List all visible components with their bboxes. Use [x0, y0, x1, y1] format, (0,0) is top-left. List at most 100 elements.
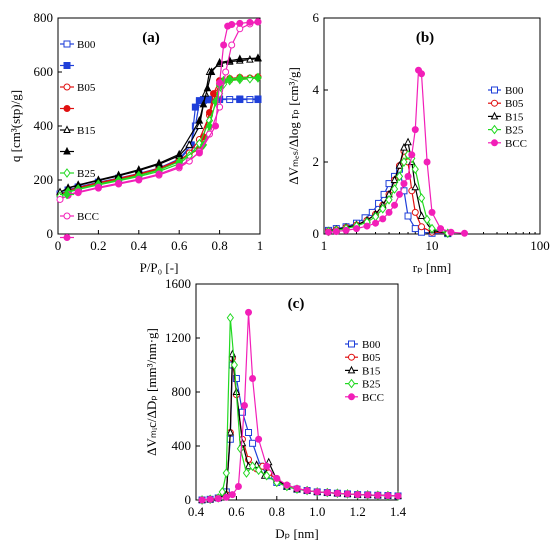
data-point: [248, 461, 257, 472]
data-point: [303, 487, 311, 495]
legend-marker: [347, 378, 356, 389]
legend-marker: [63, 125, 71, 133]
x-tick-label: 0.2: [90, 238, 106, 253]
series-BCC-data: [198, 308, 402, 504]
data-point: [395, 171, 404, 182]
series-B15-data: [324, 137, 452, 237]
series-line: [67, 21, 259, 196]
panel-c-ylabel: ΔVₘᵢc/ΔDₚ [mm³/nm·g]: [144, 328, 159, 456]
data-point: [418, 223, 426, 231]
data-point: [226, 312, 234, 323]
data-point: [423, 158, 431, 166]
x-tick-label: 10: [426, 238, 439, 253]
data-point: [245, 429, 253, 436]
data-point: [254, 465, 263, 476]
data-point: [203, 83, 212, 92]
data-point: [210, 90, 218, 98]
data-point: [394, 492, 402, 500]
data-point: [242, 468, 251, 478]
y-tick-label: 4: [313, 82, 320, 97]
legend-label: B15: [362, 365, 381, 377]
legend-marker: [348, 393, 355, 401]
data-point: [191, 103, 199, 111]
data-point: [324, 228, 332, 236]
data-point: [263, 470, 271, 481]
data-point: [214, 495, 222, 503]
data-point: [395, 160, 404, 169]
x-tick-label: 0: [55, 238, 62, 253]
panel-a-ylabel: q [cm³(stp)/g]: [8, 90, 23, 162]
x-tick-label: 1.0: [309, 504, 325, 519]
data-point: [228, 491, 236, 499]
data-point: [400, 157, 408, 167]
data-point: [232, 375, 240, 382]
data-point: [344, 490, 351, 498]
legend-label: B05: [77, 82, 96, 94]
data-point: [461, 229, 469, 237]
legend-marker: [63, 212, 71, 220]
legend-marker: [348, 353, 355, 361]
data-point: [411, 208, 419, 216]
data-point: [235, 54, 244, 63]
panel-c-label: (c): [288, 296, 305, 312]
data-point: [226, 427, 235, 436]
panel-a-label: (a): [142, 30, 160, 46]
legend-label: B25: [505, 125, 524, 137]
legend-label: B00: [505, 85, 524, 97]
y-tick-label: 200: [34, 172, 54, 187]
data-point: [135, 175, 143, 183]
data-point: [228, 349, 237, 358]
y-tick-label: 400: [172, 438, 192, 453]
legend-marker: [63, 234, 71, 241]
data-point: [385, 208, 393, 216]
data-point: [400, 180, 408, 188]
y-tick-label: 0: [47, 226, 54, 241]
panel-a: (a) P/P₀ [-] q [cm³(stp)/g] 0 0.2 0.4 0.6 0.…: [8, 10, 263, 275]
data-point: [417, 211, 426, 219]
data-point: [216, 103, 224, 111]
data-point: [222, 493, 230, 501]
series-line: [328, 68, 465, 234]
y-tick-label: 800: [34, 10, 54, 25]
series-line: [67, 98, 258, 191]
data-point: [254, 95, 262, 103]
legend-label: BCC: [77, 211, 99, 223]
data-point: [263, 462, 271, 470]
data-point: [372, 219, 380, 227]
y-tick-label: 600: [34, 64, 54, 79]
y-tick-label: 0: [185, 492, 192, 507]
data-point: [255, 435, 263, 443]
data-point: [353, 225, 361, 233]
panel-b-xlabel: rₚ [nm]: [413, 260, 451, 275]
data-point: [175, 163, 183, 170]
data-point: [115, 179, 123, 187]
data-point: [228, 41, 236, 49]
data-point: [323, 489, 331, 497]
data-point: [385, 180, 393, 188]
series-B15-desorption: [64, 53, 262, 191]
data-point: [283, 481, 291, 489]
data-point: [224, 22, 232, 30]
series-B00-adsorption: [56, 96, 262, 198]
series-BCC-data: [324, 66, 469, 237]
data-point: [238, 438, 247, 447]
data-point: [293, 485, 301, 493]
y-tick-label: 1200: [165, 330, 191, 345]
data-point: [364, 491, 372, 499]
data-point: [220, 41, 228, 49]
x-tick-label: 1: [257, 238, 264, 253]
legend-marker: [347, 365, 356, 374]
legend-marker: [348, 340, 355, 348]
x-tick-label: 0.8: [211, 238, 227, 253]
y-tick-label: 0: [313, 226, 320, 241]
x-tick-label: 1: [321, 238, 328, 253]
data-point: [428, 208, 436, 216]
panel-b: (b) rₚ [nm] ΔVₘₑₛ/Δlog rₚ [cm³/g] 1 10 100…: [286, 10, 550, 275]
data-point: [195, 149, 203, 157]
data-point: [332, 227, 340, 235]
y-tick-label: 400: [34, 118, 54, 133]
series-line: [67, 76, 259, 193]
